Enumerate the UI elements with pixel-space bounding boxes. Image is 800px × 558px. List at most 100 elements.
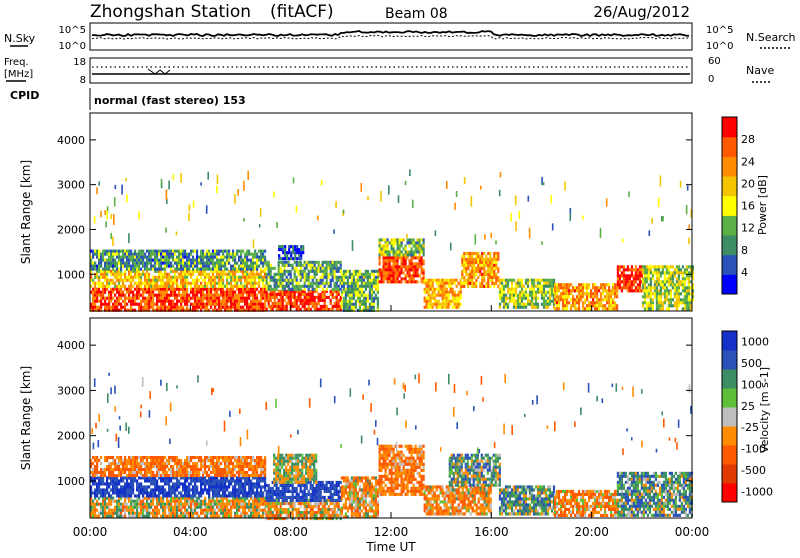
data-cell-r7 <box>413 265 415 268</box>
data-cell-r2 <box>120 262 122 265</box>
data-cell-r0 <box>252 288 254 291</box>
data-cell-r2 <box>212 259 214 262</box>
data-cell-r0 <box>234 303 236 306</box>
data-cell-r0 <box>212 294 214 297</box>
data-cell-r10 <box>495 279 497 282</box>
data-cell-r7 <box>389 280 391 283</box>
data-cell-r10 <box>467 279 469 282</box>
data-cell-r11 <box>515 288 517 291</box>
data-cell-r1 <box>124 488 126 491</box>
data-cell-r0 <box>168 288 170 291</box>
data-cell-r1 <box>102 276 104 279</box>
data-cell-r10 <box>475 270 477 273</box>
data-cell-r2 <box>156 253 158 256</box>
data-cell-r2 <box>144 253 146 256</box>
data-cell-r4 <box>336 288 338 291</box>
data-cell-r1 <box>118 488 120 491</box>
data-cell-r9 <box>444 306 446 309</box>
data-cell-r12 <box>574 307 576 310</box>
data-cell-r4 <box>324 282 326 285</box>
data-cell-r6 <box>365 276 367 279</box>
data-cell-r1 <box>214 485 216 488</box>
data-cell-r0 <box>182 300 184 303</box>
data-cell-r0 <box>116 300 118 303</box>
data-cell-r4 <box>302 273 304 276</box>
data-cell-r7 <box>383 262 385 265</box>
data-cell-r0 <box>112 288 114 291</box>
data-cell-r12 <box>600 286 602 289</box>
data-cell-r0 <box>132 300 134 303</box>
data-cell-r9 <box>454 279 456 282</box>
data-cell-r14 <box>666 292 668 295</box>
data-cell-r12 <box>594 304 596 307</box>
data-cell-r0 <box>200 509 202 512</box>
data-cell-r1 <box>246 276 248 279</box>
data-cell-r4 <box>316 267 318 270</box>
data-cell-r1 <box>128 285 130 288</box>
data-cell-r10 <box>485 282 487 285</box>
data-cell-r0 <box>176 306 178 309</box>
data-cell-r11 <box>541 303 543 306</box>
data-cell-r0 <box>130 509 132 512</box>
data-cell-r0 <box>186 500 188 503</box>
data-cell-r7 <box>393 256 395 259</box>
data-cell-r9 <box>446 282 448 285</box>
data-cell-r13 <box>623 283 625 286</box>
data-cell-r2 <box>192 262 194 265</box>
data-cell-r0 <box>110 503 112 506</box>
data-cell-r2 <box>100 265 102 268</box>
data-cell-r0 <box>194 297 196 300</box>
data-cell-r0 <box>140 509 142 512</box>
data-cell-r2 <box>134 268 136 271</box>
data-cell-r12 <box>556 286 558 289</box>
data-cell-r4 <box>296 285 298 288</box>
data-cell-r14 <box>642 271 644 274</box>
data-cell-r0 <box>148 506 150 509</box>
data-cell-r5 <box>294 245 296 248</box>
data-cell-r1 <box>146 279 148 282</box>
data-cell-r11 <box>501 285 503 288</box>
data-cell-r11 <box>501 282 503 285</box>
data-cell-r1 <box>100 276 102 279</box>
data-cell-r0 <box>108 500 110 503</box>
data-cell-r6 <box>345 300 347 303</box>
freq-right-top-tick: 60 <box>708 56 721 67</box>
data-cell-r0 <box>192 294 194 297</box>
data-cell-r6 <box>357 276 359 279</box>
data-cell-r4 <box>300 279 302 282</box>
data-cell-r6 <box>373 270 375 273</box>
data-cell-r1 <box>136 488 138 491</box>
data-cell-r1 <box>190 479 192 482</box>
data-cell-r0 <box>176 303 178 306</box>
data-cell-r4 <box>290 273 292 276</box>
data-cell-r3 <box>330 299 332 302</box>
sparse-echo <box>243 181 245 191</box>
data-cell-r12 <box>574 298 576 301</box>
data-cell-r14 <box>642 286 644 289</box>
data-cell-r11 <box>521 300 523 303</box>
data-cell-r1 <box>244 273 246 276</box>
data-cell-r10 <box>483 258 485 261</box>
data-cell-r2 <box>178 262 180 265</box>
data-cell-r5 <box>298 251 300 254</box>
data-cell-r1 <box>98 482 100 485</box>
data-cell-r4 <box>280 285 282 288</box>
data-cell-r1 <box>224 488 226 491</box>
data-cell-r0 <box>186 515 188 518</box>
data-cell-r6 <box>345 303 347 306</box>
data-cell-r0 <box>164 515 166 518</box>
data-cell-r0 <box>142 509 144 512</box>
data-cell-r6 <box>371 291 373 294</box>
sparse-echo <box>189 205 191 212</box>
data-cell-r12 <box>596 292 598 295</box>
data-cell-r1 <box>158 491 160 494</box>
data-cell-r6 <box>363 285 365 288</box>
data-cell-r0 <box>136 297 138 300</box>
data-cell-r8 <box>393 244 395 247</box>
sparse-echo <box>649 230 651 236</box>
data-cell-r2 <box>168 259 170 262</box>
data-cell-r7 <box>395 271 397 274</box>
data-cell-r14 <box>678 301 680 304</box>
data-cell-r7 <box>387 274 389 277</box>
data-cell-r2 <box>240 256 242 259</box>
